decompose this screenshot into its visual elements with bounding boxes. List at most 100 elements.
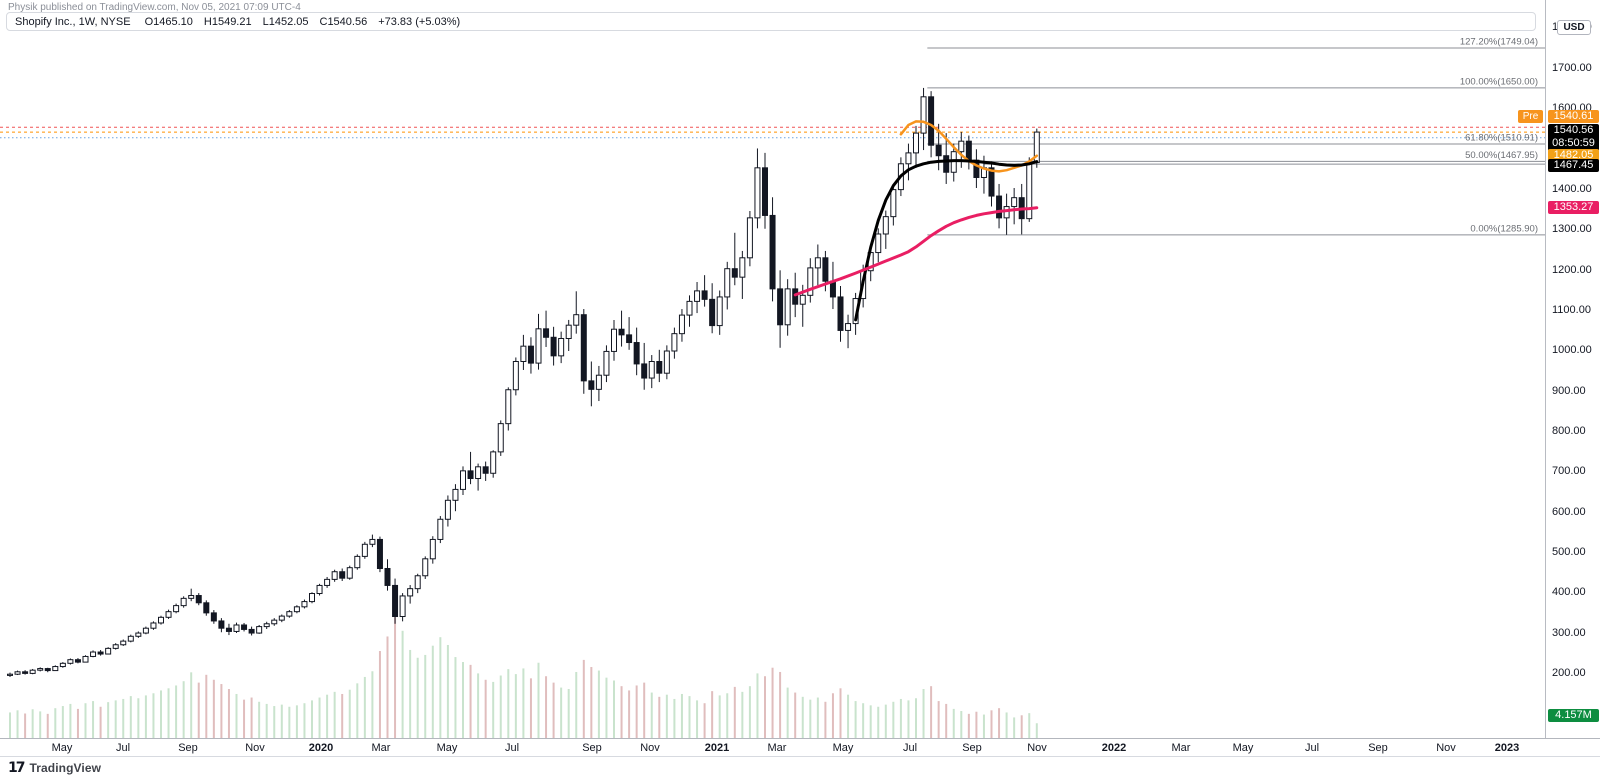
volume-bar bbox=[175, 685, 178, 738]
candle-up bbox=[799, 294, 806, 305]
month-label: Jul bbox=[115, 742, 131, 754]
candle-up bbox=[90, 651, 97, 657]
candle-up bbox=[422, 558, 429, 577]
month-label: Sep bbox=[582, 742, 602, 754]
volume-bar bbox=[243, 699, 246, 738]
volume-bar bbox=[341, 693, 344, 738]
candle-down bbox=[988, 167, 995, 197]
candle-up bbox=[460, 470, 466, 490]
volume-bar bbox=[39, 711, 42, 738]
candle-down bbox=[626, 334, 633, 344]
candle-up bbox=[475, 466, 482, 480]
volume-bar bbox=[122, 698, 125, 738]
volume-bar bbox=[160, 690, 162, 738]
volume-bar bbox=[114, 700, 117, 738]
year-label: 2022 bbox=[1101, 742, 1127, 754]
price-label-last: 1540.56 08:50:59 bbox=[1548, 124, 1599, 152]
fib-level-label: 50.00%(1467.95) bbox=[1465, 150, 1538, 161]
candle-up bbox=[1011, 197, 1018, 208]
candle-down bbox=[762, 167, 768, 216]
candle-down bbox=[996, 195, 1003, 219]
price-axis[interactable]: USD 1800.001700.001600.001400.001300.001… bbox=[1545, 0, 1600, 757]
ohlc-change: +73.83 (+5.03%) bbox=[378, 15, 461, 28]
volume-bar bbox=[764, 676, 766, 738]
year-label: 2020 bbox=[308, 742, 334, 754]
volume-bar bbox=[809, 699, 812, 738]
candle-up bbox=[807, 267, 814, 296]
volume-bar bbox=[620, 686, 623, 738]
volume-bar bbox=[129, 696, 132, 738]
month-label: Mar bbox=[1171, 742, 1191, 754]
candle-up bbox=[603, 350, 610, 376]
volume-bar bbox=[839, 688, 842, 738]
price-tick-label: 1300.00 bbox=[1552, 223, 1592, 236]
volume-bar bbox=[190, 672, 193, 738]
volume-bar bbox=[847, 694, 850, 738]
volume-bar bbox=[295, 705, 298, 738]
volume-bar bbox=[877, 706, 880, 738]
volume-bar bbox=[658, 696, 661, 738]
volume-bar bbox=[167, 688, 170, 738]
candle-down bbox=[74, 659, 81, 663]
candle-down bbox=[633, 342, 640, 365]
candle-down bbox=[203, 602, 210, 614]
volume-bar bbox=[250, 697, 253, 738]
volume-bar bbox=[378, 651, 381, 738]
volume-bar bbox=[431, 645, 434, 738]
volume-bar bbox=[371, 671, 374, 738]
candle-up bbox=[663, 350, 670, 374]
volume-bar bbox=[84, 703, 87, 738]
candle-up bbox=[331, 571, 338, 580]
volume-bar bbox=[1013, 717, 1016, 738]
volume-bar bbox=[869, 705, 872, 738]
candle-up bbox=[913, 132, 919, 154]
candle-down bbox=[943, 155, 950, 173]
candle-up bbox=[7, 673, 13, 676]
candle-up bbox=[814, 257, 821, 269]
symbol-legend: Shopify Inc., 1W, NYSE O1465.10 H1549.21… bbox=[6, 12, 1536, 31]
candle-down bbox=[701, 290, 708, 300]
candle-down bbox=[339, 571, 346, 579]
volume-bar bbox=[582, 659, 585, 738]
candle-down bbox=[822, 257, 829, 282]
tradingview-attribution[interactable]: 17 TradingView bbox=[8, 761, 101, 775]
volume-bar bbox=[469, 664, 472, 738]
candle-down bbox=[935, 144, 942, 157]
volume-bar bbox=[514, 674, 517, 738]
volume-bar bbox=[227, 689, 230, 738]
fib-level-label: 100.00%(1650.00) bbox=[1460, 76, 1538, 87]
candle-down bbox=[22, 671, 29, 674]
volume-bar bbox=[975, 711, 978, 738]
time-axis[interactable]: May Jul Sep Nov 2020 Mar May Jul Sep Nov 2021 Mar Ma… bbox=[0, 738, 1600, 757]
candle-up bbox=[565, 324, 572, 339]
volume-bar bbox=[99, 706, 102, 738]
volume-bar bbox=[394, 617, 397, 738]
candle-up bbox=[346, 567, 353, 579]
volume-bar bbox=[1005, 712, 1008, 738]
volume-bar bbox=[665, 694, 668, 738]
chart-pane[interactable]: 127.20%(1749.04) 100.00%(1650.00) 61.80%(1… bbox=[0, 0, 1545, 738]
price-label-volume: 4.157M bbox=[1548, 708, 1599, 722]
candle-up bbox=[309, 593, 315, 603]
volume-bar bbox=[484, 679, 487, 738]
currency-toggle-button[interactable]: USD bbox=[1557, 20, 1591, 35]
month-label: Jul bbox=[902, 742, 918, 754]
candle-down bbox=[44, 668, 51, 672]
volume-bar bbox=[696, 700, 699, 738]
volume-bar bbox=[635, 685, 638, 738]
candle-up bbox=[173, 605, 180, 613]
volume-bar bbox=[416, 657, 419, 738]
volume-bar bbox=[9, 712, 11, 738]
candle-down bbox=[588, 380, 595, 390]
month-label: Nov bbox=[245, 742, 265, 754]
volume-bar bbox=[552, 682, 555, 738]
moving-average-mid-black bbox=[854, 159, 1039, 322]
candle-down bbox=[482, 466, 489, 474]
candle-up bbox=[490, 451, 497, 474]
month-label: May bbox=[1232, 742, 1254, 754]
month-label: Mar bbox=[767, 742, 787, 754]
year-label: 2023 bbox=[1494, 742, 1520, 754]
candle-down bbox=[376, 538, 383, 569]
candle-up bbox=[361, 543, 368, 557]
last-price-value: 1540.56 bbox=[1553, 124, 1594, 137]
